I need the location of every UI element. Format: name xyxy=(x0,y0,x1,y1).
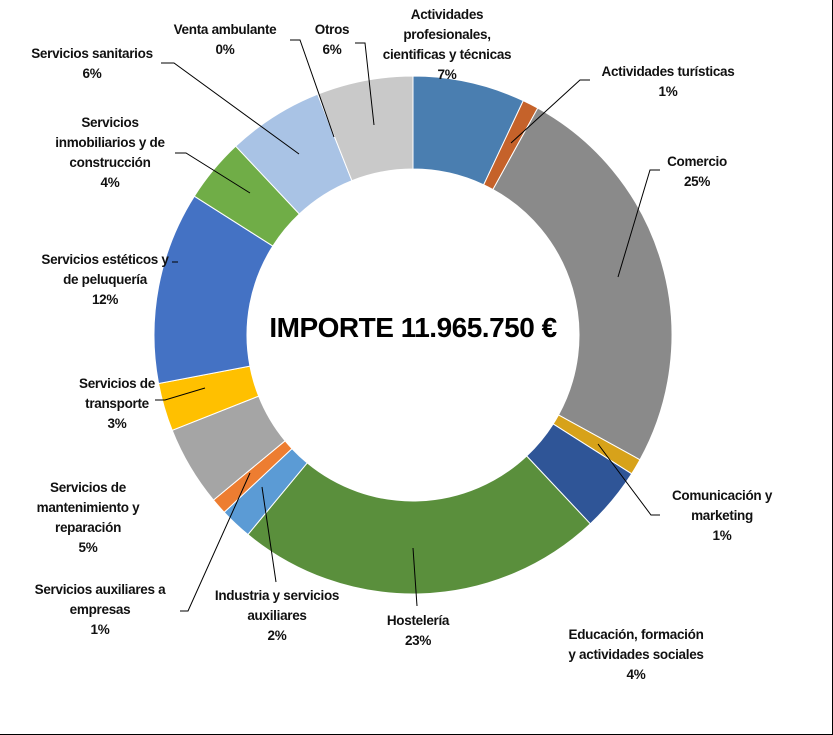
data-label-text: Comercio xyxy=(667,154,727,169)
leader-line-2 xyxy=(617,169,660,278)
data-label-percent: 4% xyxy=(100,175,120,190)
data-label-text: construcción xyxy=(69,155,151,170)
data-label-3: Comunicación y marketing 1% xyxy=(672,486,772,546)
data-label-5: Hostelería 23% xyxy=(386,611,450,651)
leader-line-6 xyxy=(261,486,277,583)
data-label-text: reparación xyxy=(54,520,122,535)
leader-line-5 xyxy=(412,547,418,607)
data-label-text: mantenimiento y xyxy=(36,500,140,515)
data-label-percent: 1% xyxy=(90,622,110,637)
data-label-7: Servicios auxiliares a empresas 1% xyxy=(35,580,166,640)
center-label: IMPORTE 11.965.750 € xyxy=(269,312,557,343)
data-label-text: Servicios sanitarios xyxy=(31,46,153,61)
data-label-text: inmobiliarios y de xyxy=(55,135,165,150)
data-label-6: Industria y servicios auxiliares 2% xyxy=(214,586,340,646)
data-label-percent: 7% xyxy=(437,67,457,82)
data-label-text: marketing xyxy=(691,508,753,523)
donut-segment-5 xyxy=(247,455,592,595)
leader-line-9 xyxy=(155,387,206,401)
donut-segment-14 xyxy=(317,75,414,182)
donut-segment-2 xyxy=(492,107,673,461)
data-label-11: Servicios inmobiliarios y de construcción 4… xyxy=(55,113,165,193)
leader-line-1 xyxy=(510,79,590,144)
data-label-10: Servicios estéticos y de peluquería 12% xyxy=(41,250,169,310)
data-label-1: Actividades turísticas 1% xyxy=(602,62,735,102)
data-label-text: Actividades turísticas xyxy=(601,64,735,79)
data-label-percent: 5% xyxy=(78,540,98,555)
data-label-text: Servicios de xyxy=(79,376,155,391)
data-label-percent: 23% xyxy=(404,633,432,648)
leader-line-7 xyxy=(180,472,251,612)
data-label-text: transporte xyxy=(85,396,149,411)
data-label-text: Servicios de xyxy=(50,480,126,495)
data-label-percent: 0% xyxy=(215,42,235,57)
leader-line-3 xyxy=(597,443,660,516)
data-label-text: auxiliares xyxy=(247,608,307,623)
data-label-percent: 1% xyxy=(712,528,732,543)
data-label-4: Educación, formación y actividades social… xyxy=(568,625,704,685)
data-label-percent: 2% xyxy=(267,628,287,643)
data-label-0: Actividades profesionales, cientificas y t… xyxy=(382,5,512,85)
data-label-text: Industria y servicios xyxy=(214,588,340,603)
data-label-text: profesionales, xyxy=(403,27,491,42)
leader-line-11 xyxy=(175,152,251,194)
data-label-text: y actividades sociales xyxy=(568,647,704,662)
data-label-percent: 25% xyxy=(683,174,711,189)
data-label-text: de peluquería xyxy=(63,272,147,287)
data-label-8: Servicios de mantenimiento y reparación 5% xyxy=(37,478,140,558)
data-label-text: empresas xyxy=(69,602,131,617)
data-label-9: Servicios de transporte 3% xyxy=(79,374,155,434)
data-label-percent: 1% xyxy=(658,84,678,99)
data-label-percent: 6% xyxy=(82,66,102,81)
leader-line-12 xyxy=(161,62,300,155)
data-label-text: Educación, formación xyxy=(568,627,704,642)
data-label-percent: 3% xyxy=(107,416,127,431)
data-label-text: Otros xyxy=(314,22,350,37)
data-label-percent: 6% xyxy=(322,42,342,57)
data-label-text: Actividades xyxy=(410,7,484,22)
data-label-text: cientificas y técnicas xyxy=(382,47,512,62)
leader-line-13 xyxy=(290,39,335,138)
leader-line-14 xyxy=(355,42,375,126)
data-label-text: Servicios xyxy=(81,115,139,130)
data-label-2: Comercio 25% xyxy=(667,152,727,192)
data-label-13: Venta ambulante 0% xyxy=(174,20,277,60)
data-label-percent: 12% xyxy=(91,292,119,307)
data-label-text: Comunicación y xyxy=(671,488,773,503)
data-label-percent: 4% xyxy=(626,667,646,682)
data-label-text: Servicios auxiliares a xyxy=(34,582,166,597)
data-label-12: Servicios sanitarios 6% xyxy=(31,44,153,84)
data-label-text: Servicios estéticos y xyxy=(41,252,169,267)
data-label-text: Hostelería xyxy=(386,613,450,628)
data-label-text: Venta ambulante xyxy=(173,22,277,37)
data-label-14: Otros 6% xyxy=(315,20,350,60)
